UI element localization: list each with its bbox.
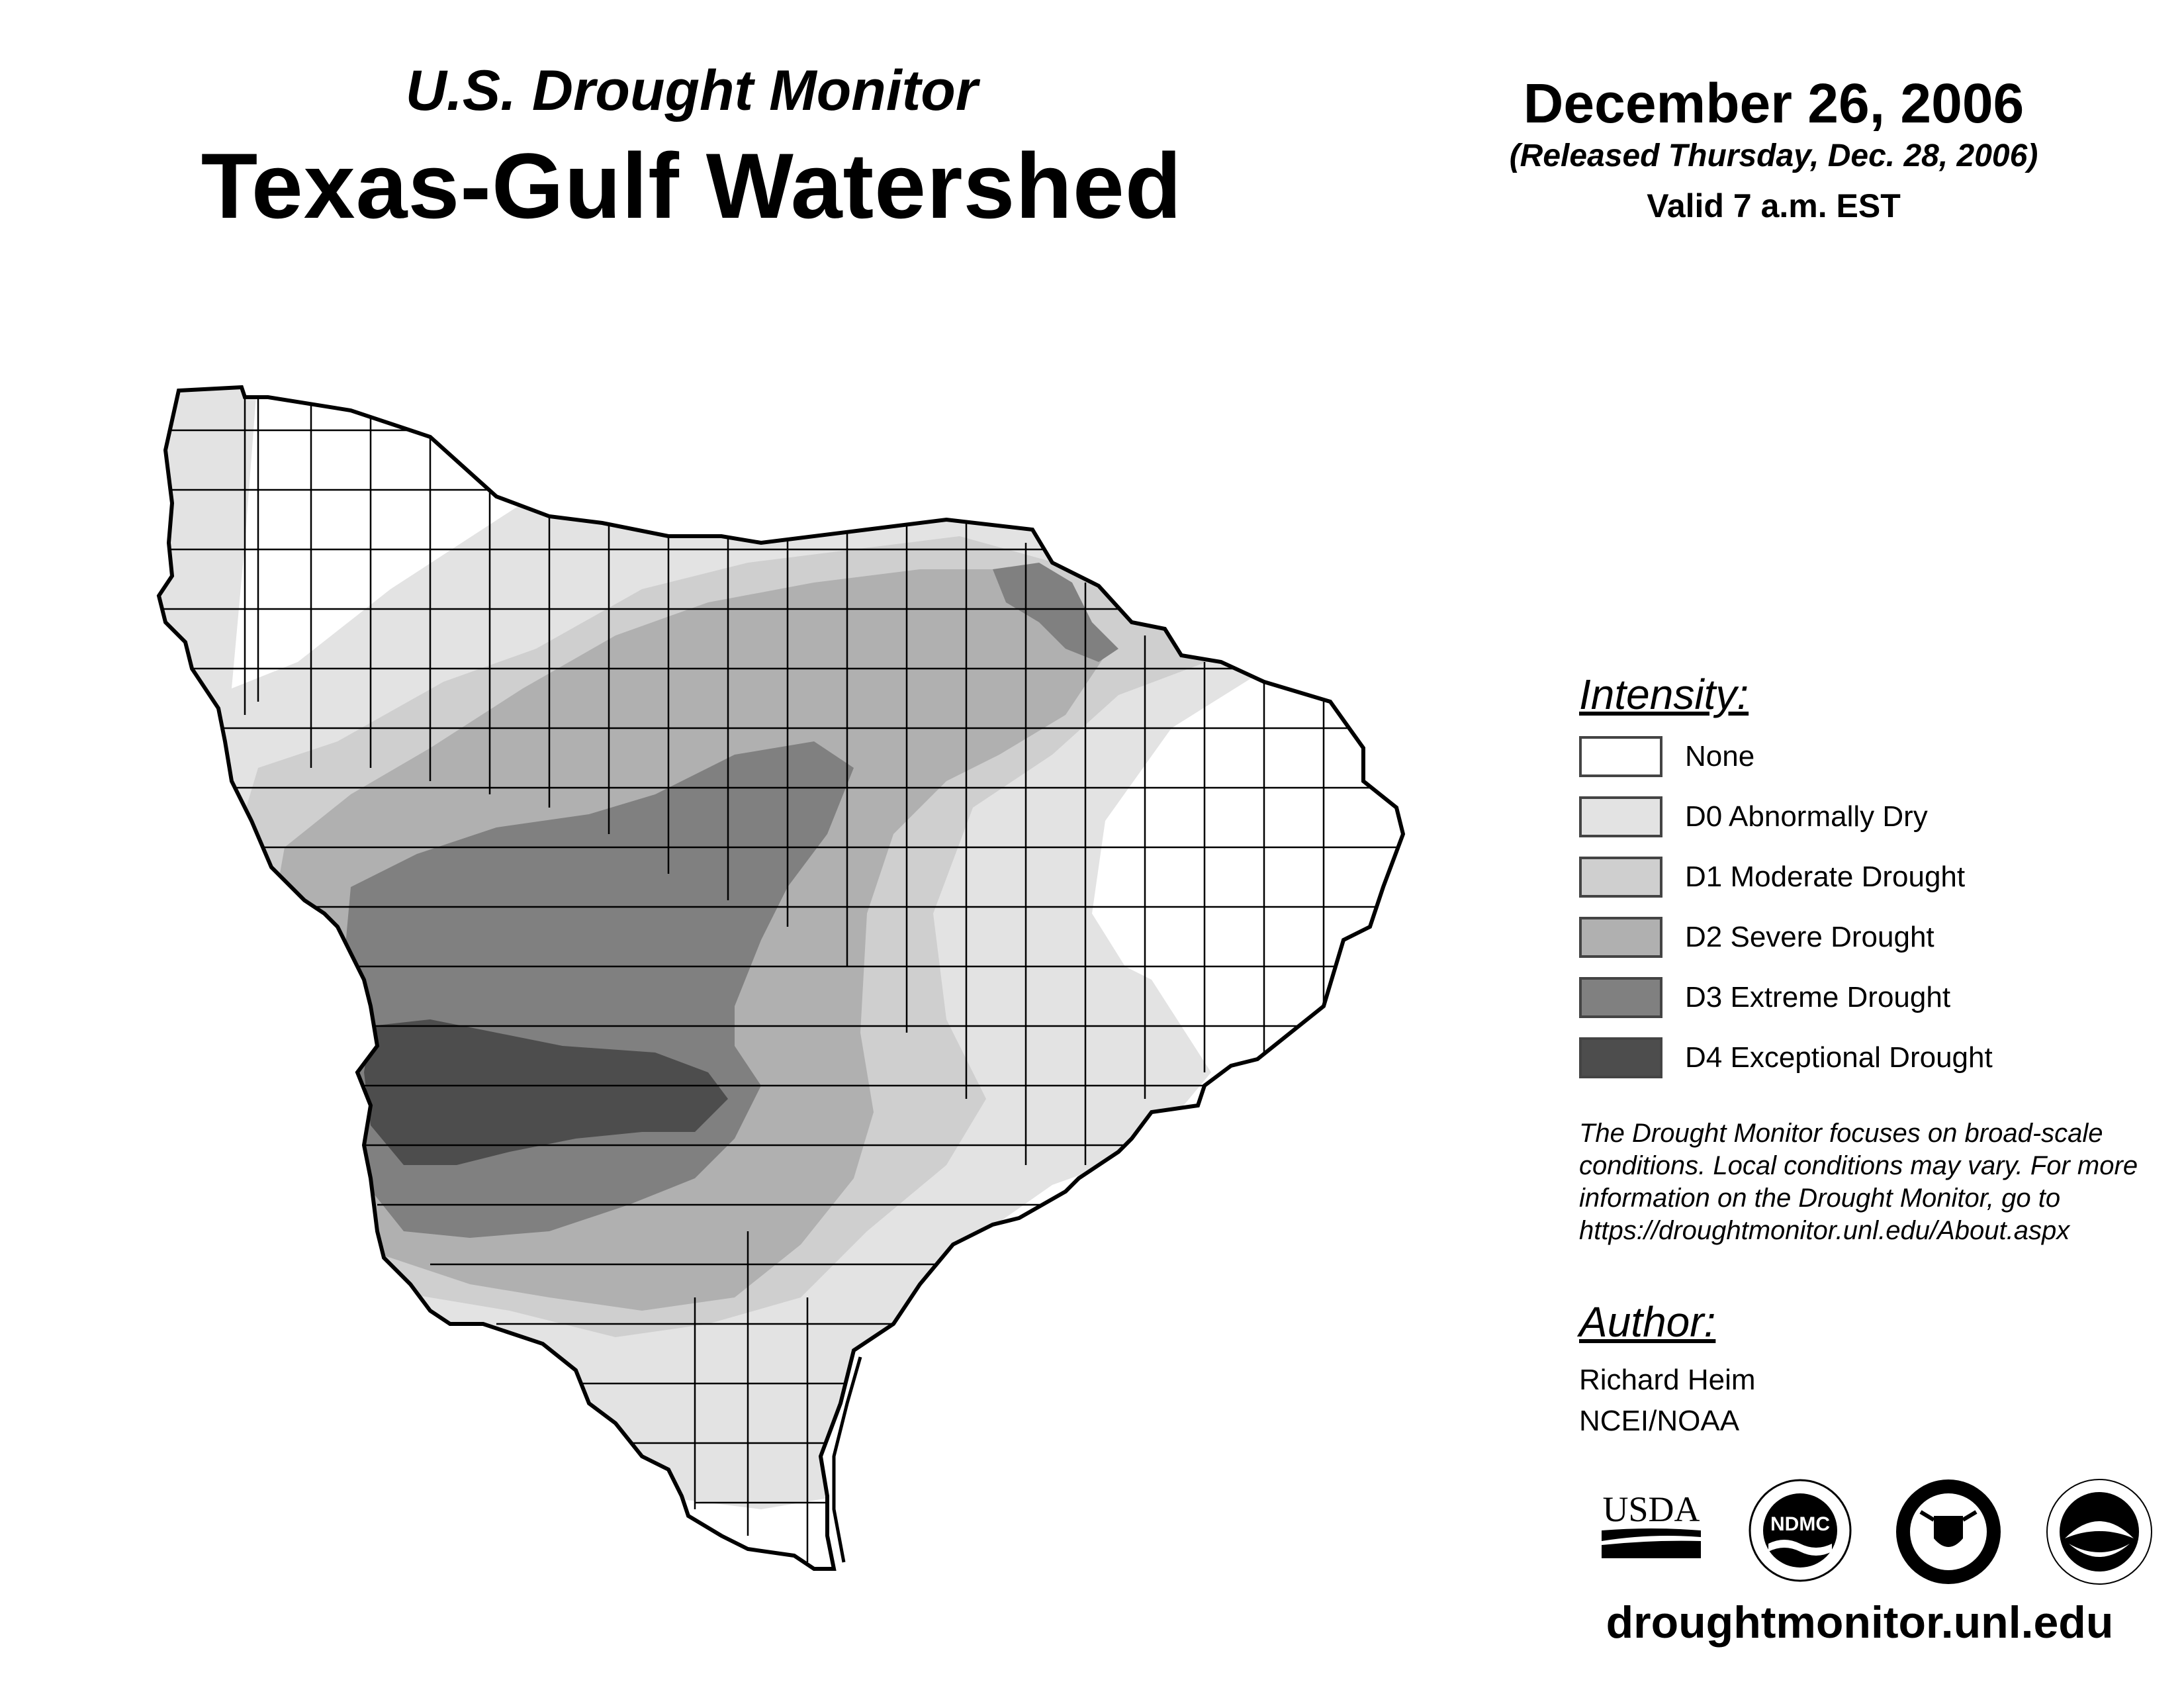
legend-swatch xyxy=(1579,917,1662,958)
author-heading: Author: xyxy=(1579,1298,1716,1346)
ndmc-logo: NDMC xyxy=(1749,1479,1852,1582)
legend-label: D0 Abnormally Dry xyxy=(1685,800,1928,833)
valid-time: Valid 7 a.m. EST xyxy=(1647,187,1901,224)
legend-swatch xyxy=(1579,736,1662,777)
legend-label: D2 Severe Drought xyxy=(1685,921,1934,953)
map-date: December 26, 2006 xyxy=(1523,72,2025,134)
author-name: Richard Heim xyxy=(1579,1364,1756,1396)
legend-heading: Intensity: xyxy=(1579,671,1749,718)
coastline xyxy=(832,1356,862,1563)
legend-swatch xyxy=(1579,857,1662,898)
legend-item-d1: D1 Moderate Drought xyxy=(1579,857,2161,903)
legend-label: D3 Extreme Drought xyxy=(1685,981,1951,1013)
legend-item-d2: D2 Severe Drought xyxy=(1579,917,2161,963)
release-date: (Released Thursday, Dec. 28, 2006) xyxy=(1509,138,2038,173)
commerce-seal-logo xyxy=(1896,1479,2001,1584)
legend-swatch xyxy=(1579,796,1662,837)
legend-item-d0: D0 Abnormally Dry xyxy=(1579,796,2161,843)
legend-item-none: None xyxy=(1579,736,2161,782)
website-url[interactable]: droughtmonitor.unl.edu xyxy=(1606,1597,2114,1648)
drought-map xyxy=(156,385,1406,1571)
map-subtitle: U.S. Drought Monitor xyxy=(405,59,978,122)
noaa-logo xyxy=(2046,1479,2152,1585)
usda-logo: USDA xyxy=(1602,1489,1701,1558)
legend-label: D1 Moderate Drought xyxy=(1685,861,1966,893)
author-org: NCEI/NOAA xyxy=(1579,1405,1740,1437)
map-title: Texas-Gulf Watershed xyxy=(201,134,1183,238)
legend-swatch xyxy=(1579,1037,1662,1078)
legend-swatch xyxy=(1579,977,1662,1018)
legend-item-d4: D4 Exceptional Drought xyxy=(1579,1037,2161,1084)
note-line: conditions. Local conditions may vary. F… xyxy=(1579,1151,2138,1180)
disclaimer-note: The Drought Monitor focuses on broad-sca… xyxy=(1579,1117,2175,1247)
legend-label: D4 Exceptional Drought xyxy=(1685,1041,1993,1074)
legend-label: None xyxy=(1685,740,1755,773)
note-line: information on the Drought Monitor, go t… xyxy=(1579,1184,2061,1213)
legend-item-d3: D3 Extreme Drought xyxy=(1579,977,2161,1023)
note-line: The Drought Monitor focuses on broad-sca… xyxy=(1579,1119,2103,1148)
usda-logo-text: USDA xyxy=(1602,1489,1700,1529)
watershed-boundary xyxy=(156,385,1406,1571)
ndmc-logo-text: NDMC xyxy=(1770,1513,1830,1535)
note-line: https://droughtmonitor.unl.edu/About.asp… xyxy=(1579,1216,2070,1245)
county-boundaries xyxy=(159,387,1396,1562)
